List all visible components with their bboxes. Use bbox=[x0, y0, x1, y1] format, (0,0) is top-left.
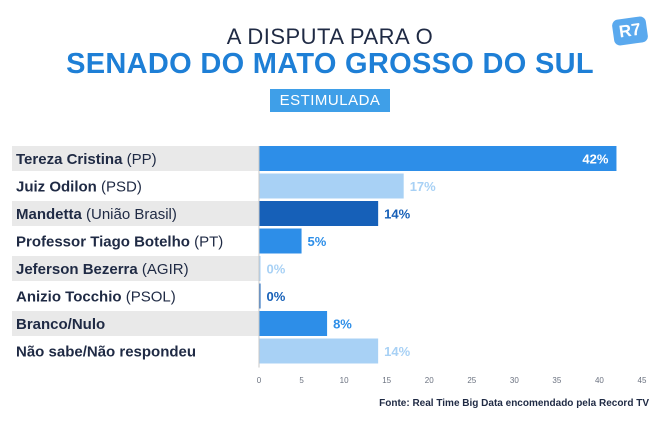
chart-title-main: SENADO DO MATO GROSSO DO SUL bbox=[66, 48, 594, 80]
bar bbox=[259, 256, 261, 281]
category-name: Juiz Odilon bbox=[16, 179, 97, 196]
category-party: (PSD) bbox=[97, 179, 142, 196]
category-label: Branco/Nulo bbox=[16, 316, 105, 333]
category-name: Branco/Nulo bbox=[16, 316, 105, 333]
category-name: Mandetta bbox=[16, 206, 82, 223]
row-shade bbox=[12, 201, 259, 226]
data-label: 5% bbox=[308, 234, 327, 249]
bar bbox=[259, 338, 379, 364]
category-party: (PP) bbox=[122, 151, 156, 168]
bar bbox=[259, 173, 404, 199]
data-label: 0% bbox=[267, 262, 286, 277]
x-tick-label: 15 bbox=[382, 376, 391, 385]
chart-title-top: A DISPUTA PARA O bbox=[226, 24, 434, 49]
category-name: Jeferson Bezerra bbox=[16, 261, 138, 278]
x-tick-label: 20 bbox=[425, 376, 434, 385]
bar bbox=[259, 146, 617, 171]
data-label: 8% bbox=[333, 317, 352, 332]
category-name: Anizio Tocchio bbox=[16, 289, 122, 306]
row-shade bbox=[12, 311, 259, 336]
category-name: Não sabe/Não respondeu bbox=[16, 344, 196, 361]
bar bbox=[259, 283, 261, 309]
category-party: (União Brasil) bbox=[82, 206, 177, 223]
x-tick-label: 40 bbox=[595, 376, 604, 385]
x-tick-label: 5 bbox=[299, 376, 304, 385]
data-label: 17% bbox=[410, 179, 436, 194]
data-label: 0% bbox=[267, 289, 286, 304]
row-shade bbox=[12, 146, 259, 171]
category-label: Anizio Tocchio (PSOL) bbox=[16, 289, 176, 306]
data-label: 42% bbox=[582, 152, 608, 167]
x-tick-label: 0 bbox=[257, 376, 262, 385]
data-label: 14% bbox=[384, 344, 410, 359]
x-tick-label: 10 bbox=[340, 376, 349, 385]
category-party: (PT) bbox=[190, 234, 223, 251]
category-label: Jeferson Bezerra (AGIR) bbox=[16, 261, 189, 278]
data-label: 14% bbox=[384, 207, 410, 222]
category-party: (AGIR) bbox=[138, 261, 189, 278]
category-name: Professor Tiago Botelho bbox=[16, 234, 190, 251]
category-label: Mandetta (União Brasil) bbox=[16, 206, 177, 223]
x-tick-label: 30 bbox=[510, 376, 519, 385]
bar bbox=[259, 228, 302, 254]
source-note: Fonte: Real Time Big Data encomendado pe… bbox=[379, 398, 649, 409]
x-tick-label: 35 bbox=[552, 376, 561, 385]
x-tick-label: 45 bbox=[638, 376, 647, 385]
x-tick-label: 25 bbox=[467, 376, 476, 385]
row-shade bbox=[12, 256, 259, 281]
category-label: Tereza Cristina (PP) bbox=[16, 151, 157, 168]
category-party: (PSOL) bbox=[122, 289, 176, 306]
bar bbox=[259, 311, 328, 336]
subtitle-container: ESTIMULADA bbox=[0, 89, 660, 112]
category-label: Juiz Odilon (PSD) bbox=[16, 179, 142, 196]
subtitle-badge: ESTIMULADA bbox=[269, 89, 391, 112]
category-label: Professor Tiago Botelho (PT) bbox=[16, 234, 223, 251]
category-label: Não sabe/Não respondeu bbox=[16, 344, 196, 361]
category-name: Tereza Cristina bbox=[16, 151, 123, 168]
bar bbox=[259, 201, 379, 226]
